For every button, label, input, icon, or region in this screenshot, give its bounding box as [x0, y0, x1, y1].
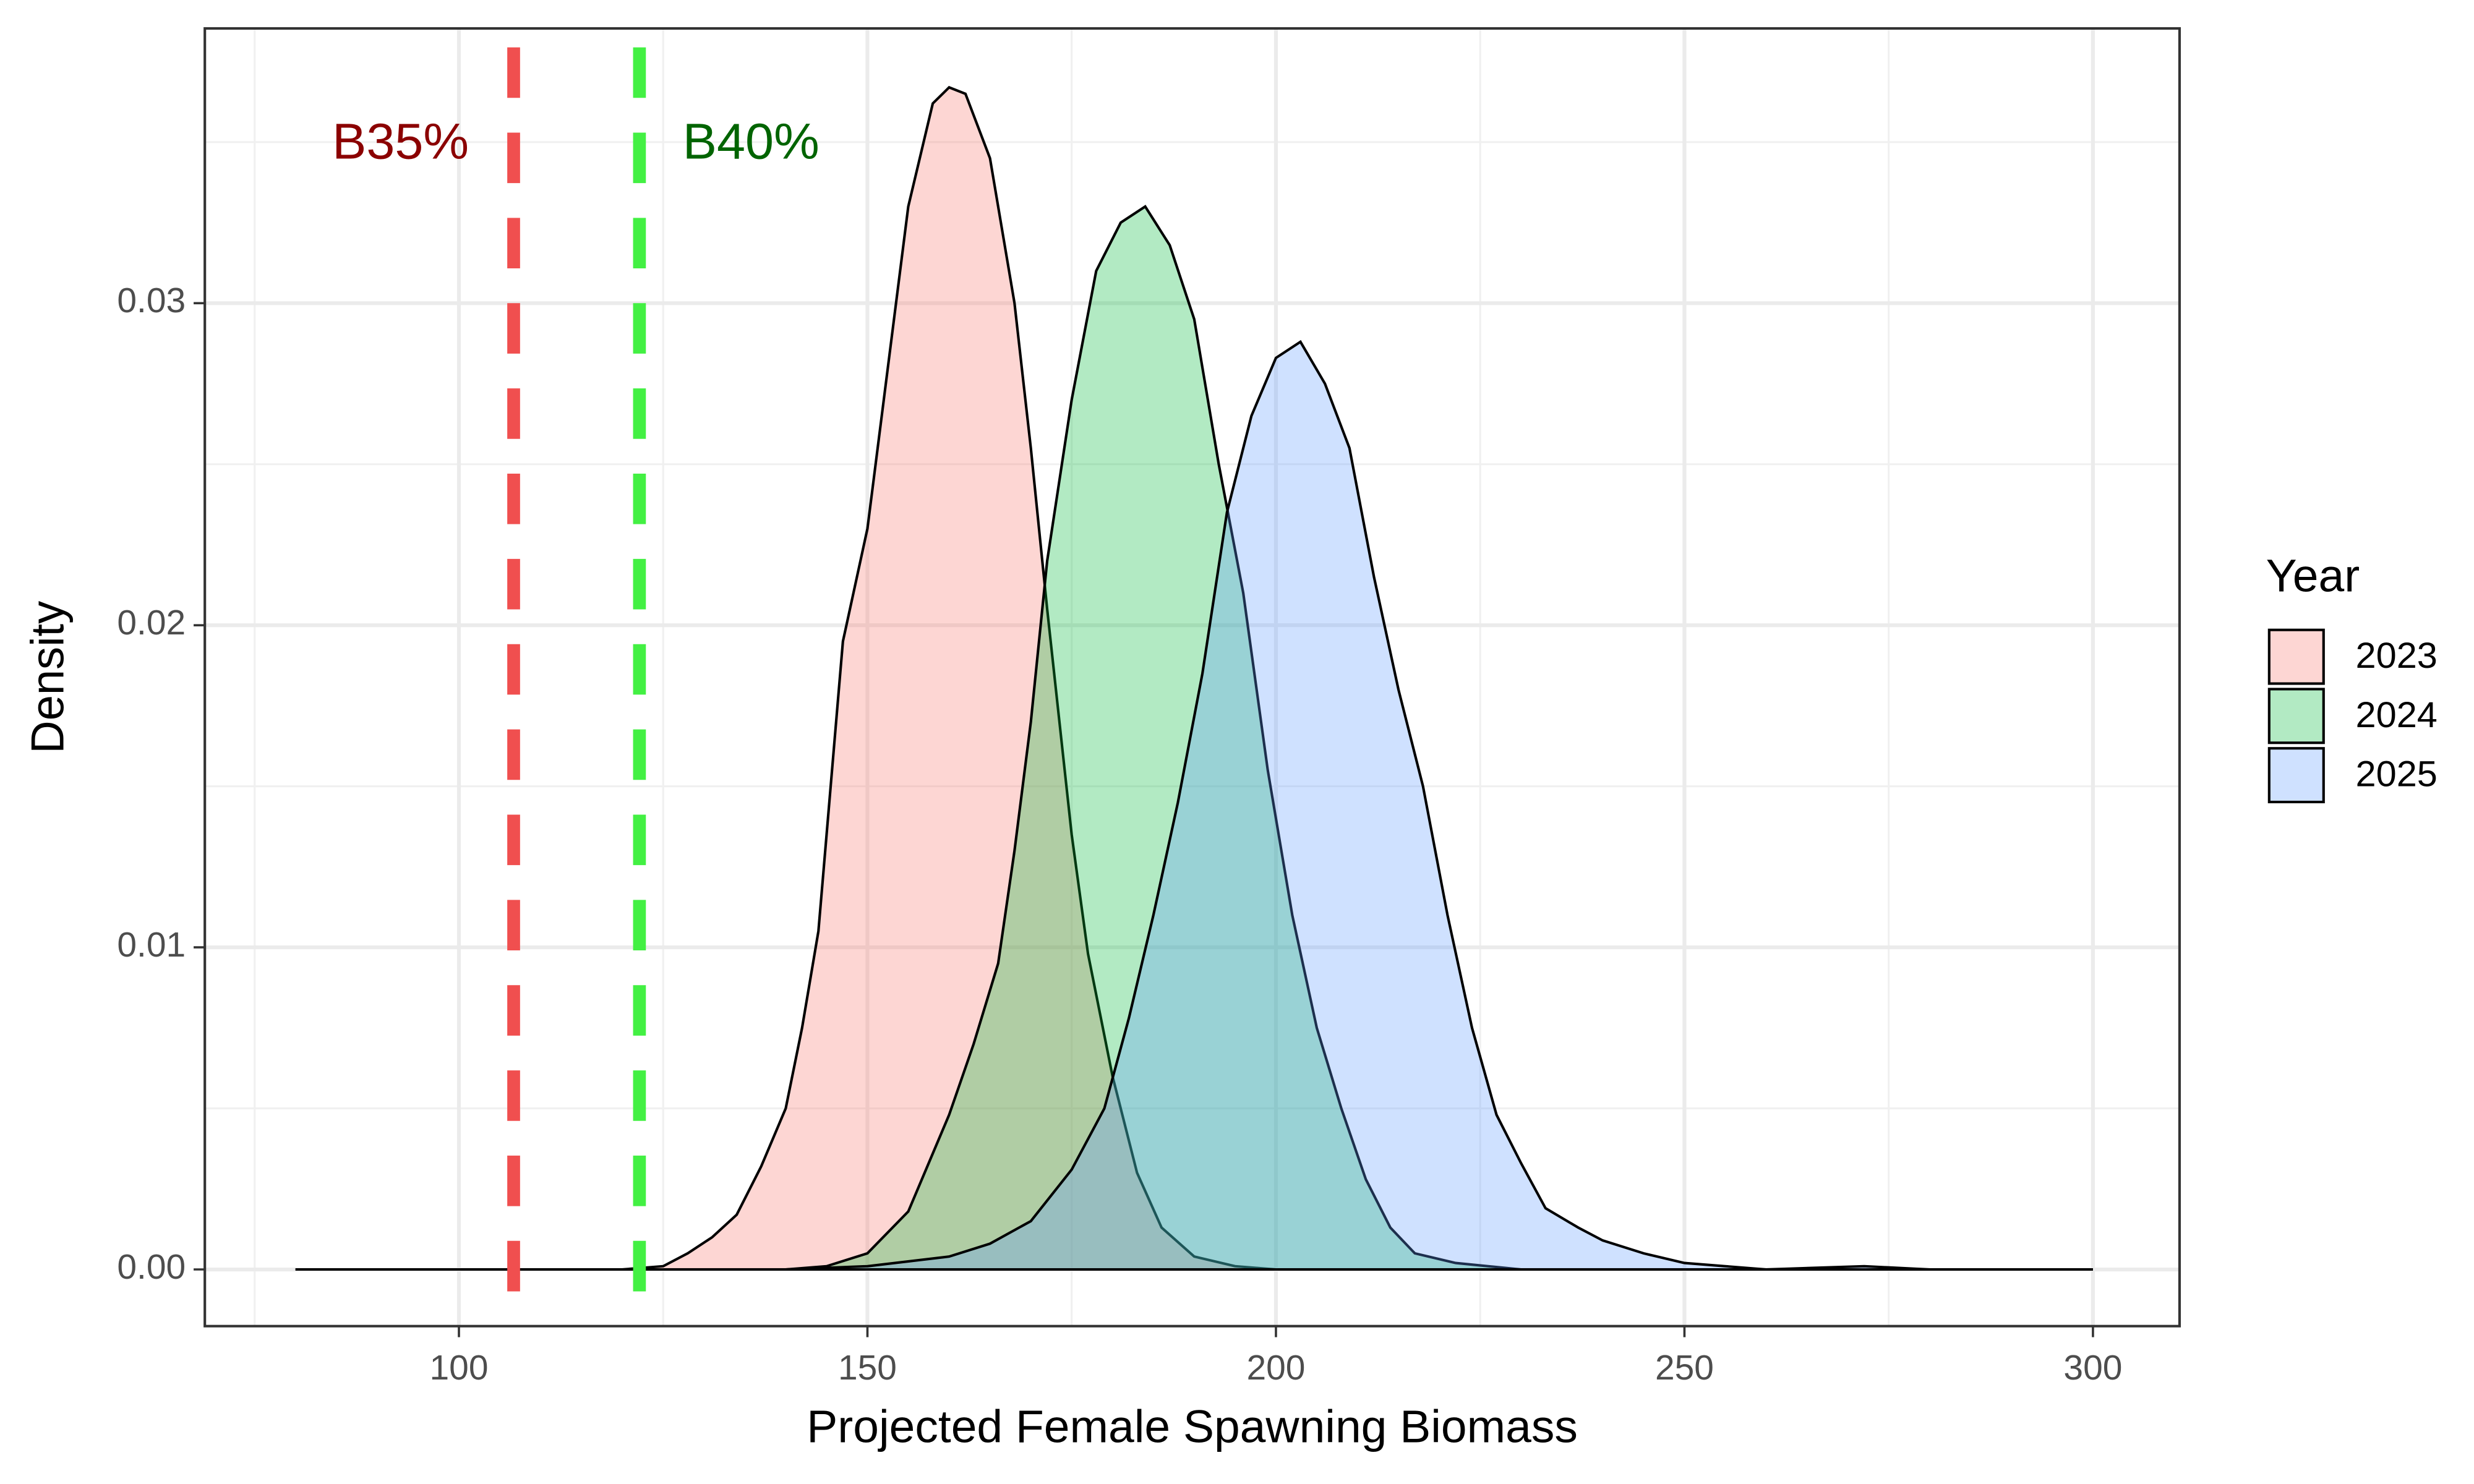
reference-label: B40%	[683, 114, 820, 169]
legend-key	[2267, 747, 2325, 804]
legend-key	[2267, 688, 2325, 744]
legend-key-bg	[2269, 748, 2324, 803]
x-tick-label: 100	[430, 1348, 489, 1387]
x-tick-label: 200	[1246, 1348, 1305, 1387]
density-area	[295, 205, 2093, 1271]
x-tick-label: 250	[1655, 1348, 1714, 1387]
legend-key	[2267, 628, 2325, 685]
legend-title: Year	[2266, 550, 2360, 601]
density-area	[295, 339, 2093, 1271]
x-axis-title: Projected Female Spawning Biomass	[807, 1401, 1578, 1452]
y-tick-label: 0.03	[117, 281, 186, 320]
y-axis-title: Density	[22, 600, 74, 754]
y-tick-label: 0.00	[117, 1247, 186, 1286]
y-tick-label: 0.02	[117, 603, 186, 642]
y-tick-label: 0.01	[117, 925, 186, 964]
panel-border	[203, 27, 2181, 1328]
x-tick-label: 300	[2063, 1348, 2122, 1387]
legend-key-bg	[2269, 689, 2324, 743]
legend-label: 2024	[2356, 694, 2438, 735]
legend-key-bg	[2269, 629, 2324, 684]
reference-label: B35%	[332, 114, 469, 169]
x-tick-label: 150	[838, 1348, 897, 1387]
density-area	[295, 85, 2093, 1271]
legend-label: 2025	[2356, 753, 2438, 795]
legend-label: 2023	[2356, 635, 2438, 676]
